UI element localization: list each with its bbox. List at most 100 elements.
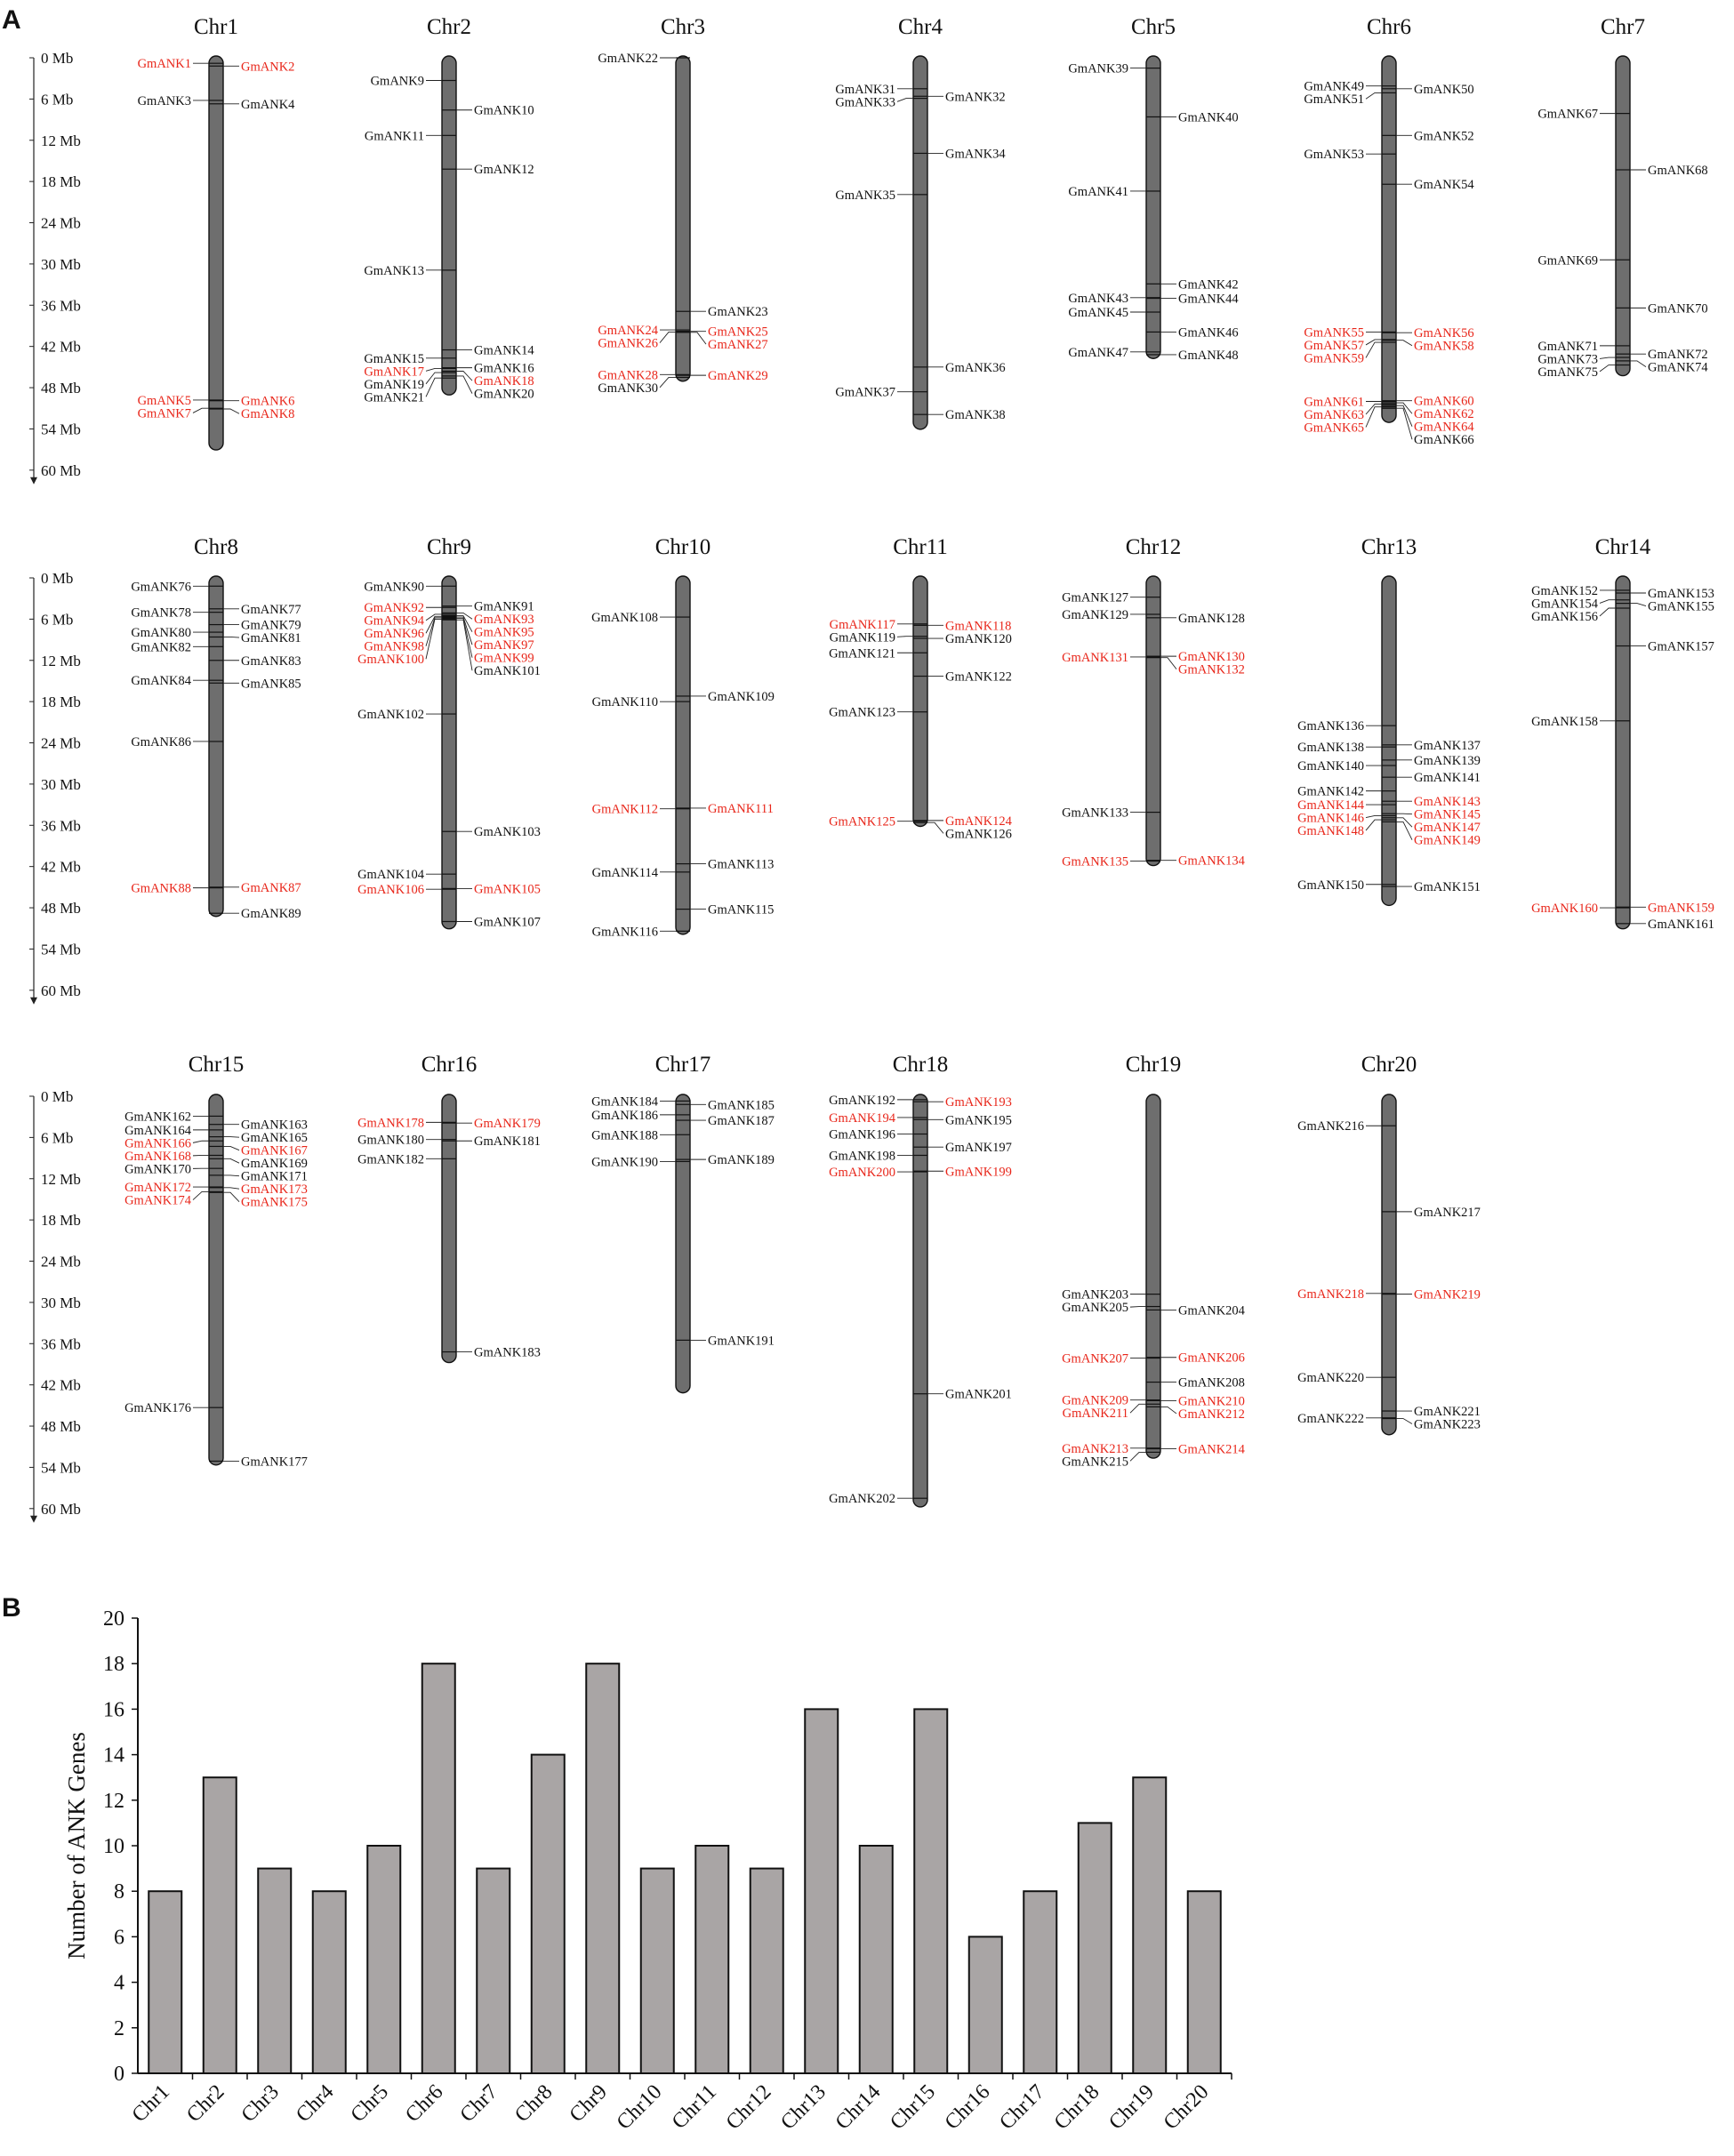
gene-leader xyxy=(690,332,707,345)
gene-label: GmANK125 xyxy=(829,815,895,830)
gene-label: GmANK22 xyxy=(598,52,658,66)
gene-label: GmANK38 xyxy=(945,408,1006,422)
gene-label: GmANK91 xyxy=(474,600,534,614)
gene-leader xyxy=(659,376,676,389)
gene-label: GmANK5 xyxy=(138,394,191,408)
gene-label: GmANK51 xyxy=(1304,92,1364,107)
x-tick-label: Chr5 xyxy=(347,2080,393,2127)
axis-tick-label: 6 Mb xyxy=(41,91,73,108)
gene-leader xyxy=(1599,607,1616,617)
gene-leader xyxy=(425,367,442,372)
gene-label: GmANK34 xyxy=(945,147,1006,161)
gene-label: GmANK168 xyxy=(124,1150,191,1164)
x-tick-label: Chr15 xyxy=(886,2080,940,2135)
axis-tick-label: 60 Mb xyxy=(41,982,81,999)
gene-label: GmANK217 xyxy=(1414,1206,1481,1220)
x-tick-label: Chr13 xyxy=(776,2080,831,2135)
gene-label: GmANK148 xyxy=(1297,824,1364,838)
gene-label: GmANK61 xyxy=(1304,396,1364,410)
chromosome-chr19: Chr19GmANK203GmANK205GmANK207GmANK209GmA… xyxy=(1062,1053,1246,1469)
gene-leader xyxy=(1630,603,1647,606)
gene-leader xyxy=(1396,405,1413,427)
gene-label: GmANK130 xyxy=(1178,650,1245,664)
gene-label: GmANK64 xyxy=(1414,421,1474,435)
gene-label: GmANK149 xyxy=(1414,834,1481,848)
gene-label: GmANK113 xyxy=(708,858,774,872)
x-tick-label: Chr17 xyxy=(995,2080,1049,2135)
bar xyxy=(421,1663,456,2074)
gene-leader xyxy=(223,1145,240,1151)
gene-label: GmANK128 xyxy=(1178,612,1245,626)
axis-tick-label: 42 Mb xyxy=(41,859,81,876)
gene-label: GmANK161 xyxy=(1648,918,1714,932)
chromosome-title: Chr15 xyxy=(189,1053,245,1077)
gene-label: GmANK67 xyxy=(1537,108,1598,122)
gene-label: GmANK181 xyxy=(474,1134,541,1149)
gene-label: GmANK189 xyxy=(708,1153,775,1167)
gene-label: GmANK10 xyxy=(474,104,534,118)
gene-label: GmANK213 xyxy=(1062,1442,1128,1456)
gene-label: GmANK47 xyxy=(1068,346,1128,360)
gene-label: GmANK30 xyxy=(598,381,658,396)
gene-label: GmANK53 xyxy=(1304,148,1364,162)
chromosome-body xyxy=(1145,1094,1161,1459)
gene-label: GmANK219 xyxy=(1414,1288,1481,1302)
gene-label: GmANK198 xyxy=(829,1149,895,1163)
gene-label: GmANK57 xyxy=(1304,339,1364,353)
axis-tick-label: 54 Mb xyxy=(41,421,81,437)
x-tick-label: Chr3 xyxy=(237,2080,284,2127)
gene-label: GmANK29 xyxy=(708,369,768,383)
chromosome-body xyxy=(912,55,928,430)
gene-label: GmANK52 xyxy=(1414,129,1474,143)
axis-tick-label: 54 Mb xyxy=(41,1459,81,1476)
gene-label: GmANK209 xyxy=(1062,1394,1128,1408)
gene-label: GmANK193 xyxy=(945,1095,1012,1110)
chromosome-body xyxy=(1615,575,1631,930)
gene-label: GmANK7 xyxy=(138,406,191,421)
chromosome-body xyxy=(675,1094,691,1394)
gene-leader xyxy=(659,331,676,343)
gene-leader xyxy=(456,616,473,645)
gene-label: GmANK119 xyxy=(830,630,895,645)
gene-leader xyxy=(1365,819,1382,831)
gene-label: GmANK2 xyxy=(241,60,294,74)
gene-label: GmANK50 xyxy=(1414,83,1474,97)
gene-leader xyxy=(425,613,442,621)
gene-label: GmANK81 xyxy=(241,631,301,645)
x-tick-label: Chr6 xyxy=(401,2080,447,2127)
gene-leader xyxy=(425,372,442,385)
gene-label: GmANK31 xyxy=(835,83,895,97)
gene-label: GmANK99 xyxy=(474,652,534,666)
gene-leader xyxy=(456,618,473,658)
axis-tick-label: 30 Mb xyxy=(41,776,81,793)
gene-label: GmANK220 xyxy=(1297,1371,1364,1385)
chromosome-body xyxy=(675,55,691,382)
gene-label: GmANK56 xyxy=(1414,326,1474,341)
axis-tick-label: 0 Mb xyxy=(41,50,73,67)
gene-label: GmANK203 xyxy=(1062,1288,1128,1302)
gene-label: GmANK75 xyxy=(1537,365,1598,380)
axis-tick-label: 36 Mb xyxy=(41,1335,81,1352)
axis-row-2: 0 Mb 6 Mb 12 Mb 18 Mb 24 Mb 30 Mb 36 Mb 42 Mb 48… xyxy=(29,570,81,1005)
axis-arrow xyxy=(30,1515,37,1523)
x-tick-label: Chr8 xyxy=(510,2080,557,2127)
chromosome-title: Chr19 xyxy=(1126,1053,1182,1077)
gene-leader xyxy=(425,615,442,634)
gene-label: GmANK117 xyxy=(830,618,895,632)
gene-label: GmANK167 xyxy=(241,1144,308,1158)
bar xyxy=(1077,1822,1112,2074)
gene-label: GmANK142 xyxy=(1297,785,1364,799)
gene-label: GmANK157 xyxy=(1648,640,1714,654)
gene-label: GmANK62 xyxy=(1414,407,1474,421)
gene-label: GmANK118 xyxy=(945,619,1011,633)
gene-label: GmANK17 xyxy=(364,365,424,379)
gene-label: GmANK94 xyxy=(364,614,424,629)
gene-label: GmANK95 xyxy=(474,626,534,640)
gene-label: GmANK147 xyxy=(1414,821,1481,835)
gene-label: GmANK9 xyxy=(371,75,424,89)
gene-leader xyxy=(223,1187,240,1190)
axis-tick-label: 30 Mb xyxy=(41,256,81,273)
